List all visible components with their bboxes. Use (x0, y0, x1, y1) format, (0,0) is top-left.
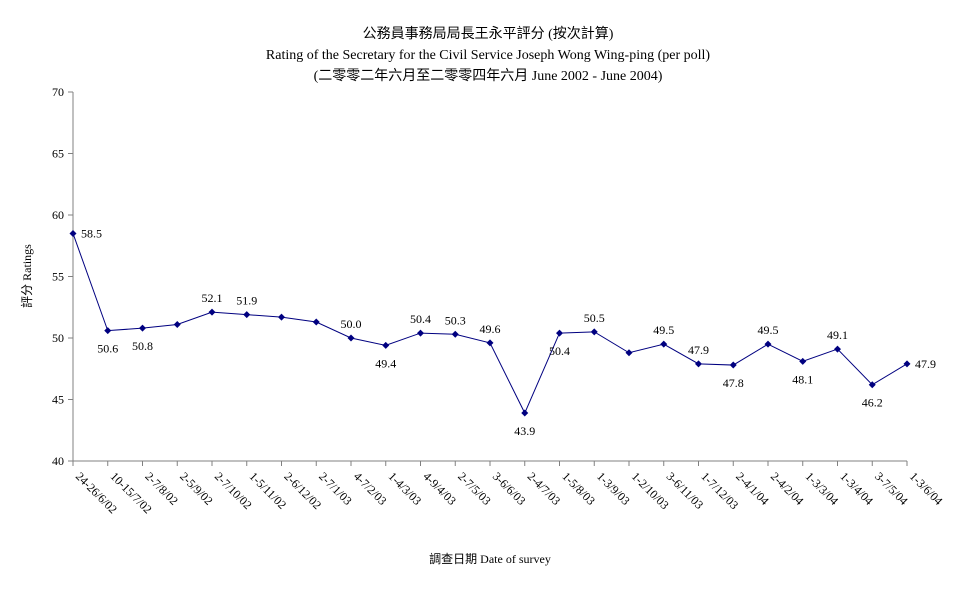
x-tick-label: 2-5/9/02 (177, 469, 216, 508)
y-tick-label: 50 (52, 331, 64, 345)
data-labels: 58.5 50.6 50.8 52.1 51.9 50.0 49.4 50.4 50.3 49.6… (81, 226, 936, 438)
y-tick-label: 65 (52, 147, 64, 161)
x-tick-label: 3-7/5/04 (872, 469, 911, 508)
data-point-marker (660, 340, 668, 348)
x-tick-label: 4-7/2/03 (351, 469, 390, 508)
data-label: 49.1 (827, 328, 848, 342)
data-label: 49.4 (375, 356, 396, 370)
data-point-marker (799, 357, 807, 365)
y-tick-label: 60 (52, 208, 64, 222)
chart-subtitle: Rating of the Secretary for the Civil Se… (266, 48, 710, 63)
data-point-marker (521, 409, 529, 417)
data-point-marker (486, 339, 494, 347)
data-label: 58.5 (81, 226, 102, 240)
x-tick-label: 1-3/3/04 (803, 469, 842, 508)
data-point-marker (312, 318, 320, 326)
x-tick-label: 1-3/4/04 (837, 469, 876, 508)
x-tick-label: 1-5/8/03 (559, 469, 598, 508)
data-point-marker (695, 360, 702, 368)
x-tick-label: 1-7/12/03 (698, 469, 741, 512)
data-label: 50.5 (584, 311, 605, 325)
data-point-marker (625, 349, 633, 357)
data-point-marker (834, 345, 841, 353)
data-point-marker (208, 308, 216, 316)
x-tick-label: 3-6/6/03 (490, 469, 529, 508)
x-tick-label: 3-6/11/03 (664, 469, 707, 512)
data-point-marker (556, 329, 563, 337)
data-label: 47.9 (915, 357, 936, 371)
y-axis-ticks: 40 45 50 55 60 65 70 (52, 85, 73, 468)
data-point-marker (868, 381, 876, 389)
chart-title: 公務員事務局局長王永平評分 (按次計算) (363, 26, 614, 42)
data-label: 52.1 (202, 291, 223, 305)
y-axis-title: 評分 Ratings (19, 244, 34, 308)
x-tick-label: 1-3/9/03 (594, 469, 633, 508)
x-tick-label: 2-6/12/02 (281, 469, 324, 512)
y-tick-label: 45 (52, 393, 64, 407)
data-point-marker (417, 329, 424, 337)
data-point-marker (347, 334, 355, 342)
data-label: 46.2 (862, 396, 883, 410)
y-tick-label: 40 (52, 454, 64, 468)
data-label: 50.8 (132, 339, 153, 353)
data-point-marker (729, 361, 737, 369)
data-point-marker (764, 340, 772, 348)
x-tick-label: 1-5/11/02 (247, 469, 290, 512)
x-tick-label: 2-4/7/03 (525, 469, 564, 508)
x-tick-label: 2-7/5/03 (455, 469, 494, 508)
axes (72, 92, 907, 462)
data-label: 51.9 (236, 294, 257, 308)
x-tick-label: 2-7/10/02 (212, 469, 255, 512)
data-label: 43.9 (514, 424, 535, 438)
data-point-marker (243, 311, 251, 319)
x-tick-label: 1-4/3/03 (386, 469, 425, 508)
data-label: 50.0 (341, 317, 362, 331)
y-tick-label: 70 (52, 85, 64, 99)
x-tick-label: 2-4/2/04 (768, 469, 807, 508)
data-label: 50.3 (445, 313, 466, 327)
data-label: 50.6 (97, 342, 118, 356)
x-axis-title: 調查日期 Date of survey (429, 552, 551, 566)
data-label: 49.5 (653, 323, 674, 337)
data-label: 50.4 (549, 344, 570, 358)
data-point-marker (278, 313, 285, 321)
data-label: 47.8 (723, 376, 744, 390)
x-tick-label: 1-3/6/04 (907, 469, 946, 508)
data-point-marker (590, 328, 598, 336)
data-label: 49.5 (758, 323, 779, 337)
data-point-marker (382, 341, 390, 349)
data-point-marker (903, 360, 911, 368)
data-label: 50.4 (410, 312, 431, 326)
data-point-marker (173, 320, 181, 328)
chart-subtitle-period: (二零零二年六月至二零零四年六月 June 2002 - June 2004) (314, 68, 663, 84)
x-tick-label: 4-9/4/03 (420, 469, 459, 508)
data-label: 48.1 (792, 372, 813, 386)
data-label: 47.9 (688, 343, 709, 357)
data-point-marker (104, 327, 112, 335)
x-tick-label: 1-2/10/03 (629, 469, 672, 512)
data-label: 49.6 (480, 322, 501, 336)
data-point-marker (139, 324, 146, 332)
y-tick-label: 55 (52, 270, 64, 284)
data-point-marker (451, 330, 459, 338)
x-axis-ticks: 24-26/6/0210-15/7/022-7/8/022-5/9/022-7/… (72, 461, 946, 516)
data-markers (69, 229, 911, 417)
data-point-marker (69, 229, 77, 237)
